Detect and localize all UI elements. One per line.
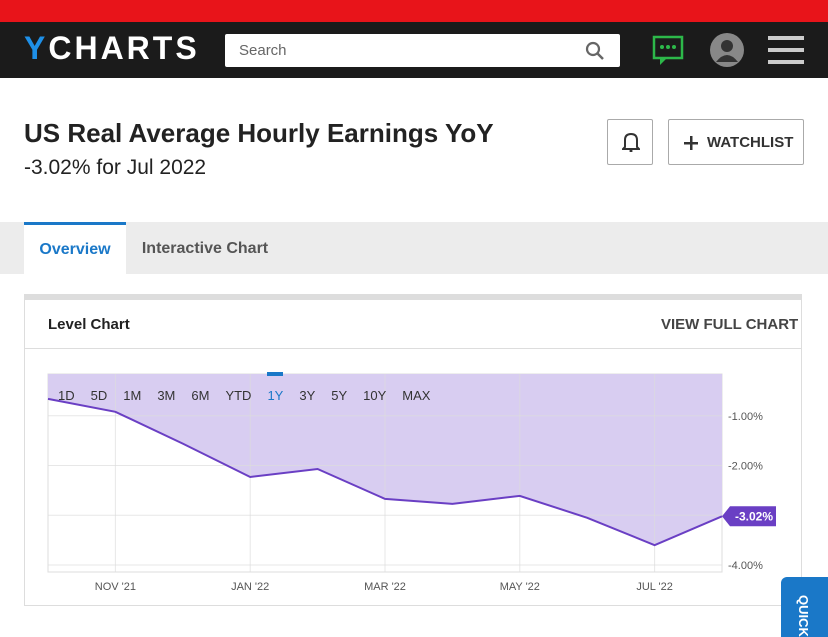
chart-panel bbox=[24, 294, 802, 606]
plus-icon bbox=[684, 136, 698, 150]
range-button[interactable]: 3M bbox=[157, 388, 176, 403]
range-selector: 1D 5D 1M 3M 6M YTD 1Y 3Y 5Y 10Y MAX bbox=[50, 372, 438, 403]
y-tick-label: -4.00% bbox=[728, 560, 763, 572]
top-bar bbox=[0, 0, 828, 22]
range-button[interactable]: 10Y bbox=[363, 388, 387, 403]
page-title: US Real Average Hourly Earnings YoY bbox=[24, 118, 494, 148]
menu-icon[interactable] bbox=[768, 34, 804, 66]
value-label: -3.02% bbox=[735, 509, 773, 523]
x-tick-label: MAY '22 bbox=[500, 581, 540, 593]
range-button[interactable]: 5Y bbox=[331, 388, 348, 403]
logo[interactable]: YCHARTS bbox=[24, 30, 200, 66]
tab[interactable]: Interactive Chart bbox=[141, 240, 269, 257]
line bbox=[47, 397, 723, 547]
y-tick-label: -1.00% bbox=[728, 411, 763, 423]
range-button[interactable]: 1M bbox=[123, 388, 142, 403]
separator bbox=[25, 348, 802, 349]
quick-tab[interactable]: QUICK bbox=[781, 577, 828, 637]
alert-button[interactable] bbox=[607, 119, 653, 165]
y-tick-label: -2.00% bbox=[728, 461, 763, 473]
range-button[interactable]: 5D bbox=[90, 388, 108, 403]
quick-tab-label: QUICK bbox=[796, 595, 811, 637]
search-placeholder: Search bbox=[239, 42, 287, 59]
panel-title: Level Chart bbox=[48, 316, 130, 333]
full-chart-link[interactable]: VIEW FULL CHART bbox=[661, 316, 799, 333]
user-icon[interactable] bbox=[709, 32, 745, 68]
watchlist-label: WATCHLIST bbox=[707, 134, 794, 151]
value-flag bbox=[722, 506, 776, 527]
search-box[interactable]: Search bbox=[225, 34, 620, 67]
chat-icon[interactable] bbox=[652, 35, 684, 67]
tab[interactable]: Overview bbox=[24, 222, 126, 274]
page-subtitle: -3.02% for Jul 2022 bbox=[24, 156, 207, 179]
range-button[interactable]: MAX bbox=[402, 388, 431, 403]
search-icon[interactable] bbox=[585, 41, 605, 61]
range-button[interactable]: 3Y bbox=[299, 388, 316, 403]
watchlist-button[interactable]: WATCHLIST bbox=[668, 119, 804, 165]
x-tick-label: MAR '22 bbox=[364, 581, 406, 593]
bell-icon bbox=[622, 132, 640, 152]
x-tick-label: JAN '22 bbox=[231, 581, 269, 593]
range-button[interactable]: 6M bbox=[191, 388, 210, 403]
x-tick-label: NOV '21 bbox=[95, 581, 136, 593]
range-button[interactable]: 1D bbox=[58, 388, 75, 403]
range-button[interactable]: YTD bbox=[225, 388, 252, 403]
range-button[interactable]: 1Y bbox=[259, 372, 291, 403]
tab-bar: Overview Interactive Chart bbox=[0, 222, 828, 274]
x-tick-label: JUL '22 bbox=[636, 581, 673, 593]
